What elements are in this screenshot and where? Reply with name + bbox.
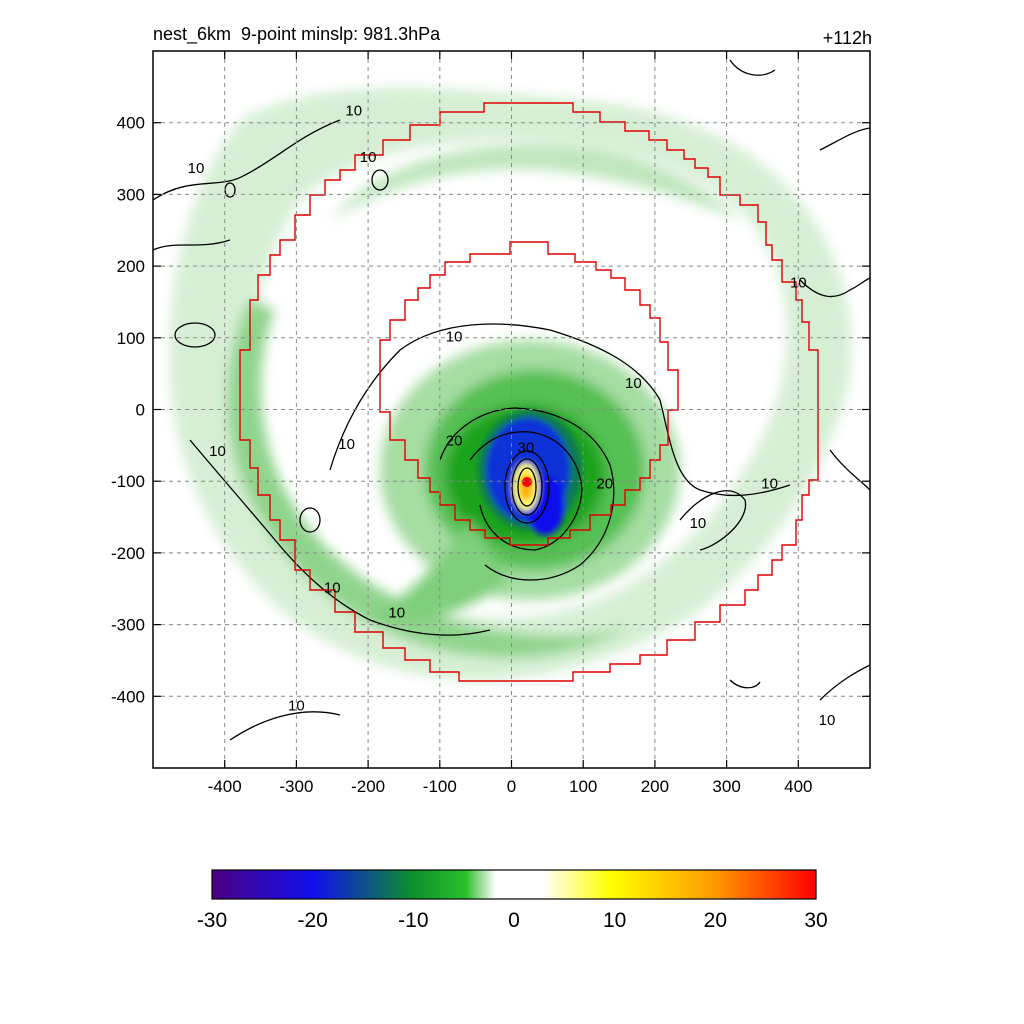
y-tick-label-3: -100 xyxy=(111,472,145,491)
contour-label-0: 10 xyxy=(188,160,205,177)
colorbar-tick-label-1: -20 xyxy=(297,909,327,932)
contour-label-4: 10 xyxy=(338,436,355,453)
y-tick-label-1: -300 xyxy=(111,616,145,635)
y-tick-label-5: 100 xyxy=(117,329,145,348)
colorbar-tick-label-6: 30 xyxy=(804,909,827,932)
colorbar-frame xyxy=(211,869,817,900)
colorbar-tick-label-0: -30 xyxy=(197,909,227,932)
contour-label-8: 10 xyxy=(761,475,778,492)
x-axis: -400 -300 -200 -100 0 100 200 300 400 xyxy=(208,51,812,796)
x-tick-label-4: 0 xyxy=(507,777,516,796)
outer-boundary xyxy=(239,102,819,682)
colorbar-tick-label-3: 0 xyxy=(508,909,520,932)
contour-label-13: 10 xyxy=(819,712,836,729)
contour-labels: 10 10 10 10 10 10 10 10 10 10 10 10 10 10 20 20 30 xyxy=(188,103,836,729)
storm-center-marker xyxy=(522,477,532,487)
colorbar: -30 -20 -10 0 10 20 30 xyxy=(197,869,828,932)
y-tick-label-0: -400 xyxy=(111,687,145,706)
plot-area: 10 10 10 10 10 10 10 10 10 10 10 10 10 10 20 20 30 xyxy=(153,51,870,768)
x-tick-label-0: -400 xyxy=(208,777,242,796)
contour-label-9: 10 xyxy=(690,515,707,532)
contour-label-2: 10 xyxy=(360,149,377,166)
chart-title: nest_6km 9-point minslp: 981.3hPa xyxy=(153,24,441,45)
colorbar-tick-label-4: 10 xyxy=(603,909,626,932)
contour-label-15: 20 xyxy=(596,475,613,492)
contour-label-10: 10 xyxy=(324,579,341,596)
contour-label-7: 10 xyxy=(790,275,807,292)
colorbar-gradient xyxy=(212,870,816,899)
contour-label-1: 10 xyxy=(345,103,362,120)
colorbar-ticks: -30 -20 -10 0 10 20 30 xyxy=(197,909,828,932)
y-tick-label-6: 200 xyxy=(117,257,145,276)
y-tick-label-4: 0 xyxy=(136,401,145,420)
x-tick-label-5: 100 xyxy=(569,777,597,796)
inner-boundary xyxy=(379,241,679,546)
contour-label-3: 10 xyxy=(209,443,226,460)
contour-label-16: 30 xyxy=(517,440,534,457)
y-tick-label-7: 300 xyxy=(117,185,145,204)
contour-label-11: 10 xyxy=(388,604,405,621)
x-tick-label-6: 200 xyxy=(641,777,669,796)
forecast-time-label: +112h xyxy=(823,28,872,48)
x-tick-label-2: -200 xyxy=(351,777,385,796)
x-tick-label-1: -300 xyxy=(279,777,313,796)
x-tick-label-3: -100 xyxy=(423,777,457,796)
y-axis: -400 -300 -200 -100 0 100 200 300 400 xyxy=(111,114,870,706)
red-boundaries xyxy=(239,102,819,682)
x-tick-label-7: 300 xyxy=(712,777,740,796)
y-tick-label-2: -200 xyxy=(111,544,145,563)
contour-label-5: 10 xyxy=(446,328,463,345)
x-tick-label-8: 400 xyxy=(784,777,812,796)
colorbar-tick-label-2: -10 xyxy=(398,909,428,932)
contour-label-14: 20 xyxy=(446,432,463,449)
contour-label-6: 10 xyxy=(625,375,642,392)
y-tick-label-8: 400 xyxy=(117,114,145,133)
colorbar-tick-label-5: 20 xyxy=(704,909,727,932)
contour-label-12: 10 xyxy=(288,698,305,715)
